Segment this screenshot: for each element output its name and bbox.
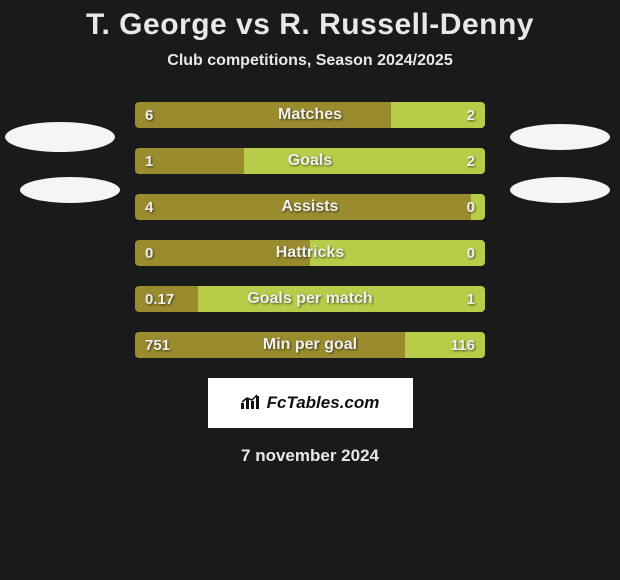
stat-bar-left (135, 194, 471, 220)
date: 7 november 2024 (0, 446, 620, 466)
source-text: FcTables.com (267, 393, 380, 413)
stat-row: Goals per match0.171 (135, 286, 485, 312)
subtitle: Club competitions, Season 2024/2025 (0, 52, 620, 70)
player-right-badge-top (510, 124, 610, 150)
stat-row: Assists40 (135, 194, 485, 220)
stat-bar-right (310, 240, 485, 266)
chart-icon (241, 393, 261, 414)
stat-bar-left (135, 240, 310, 266)
stat-row: Min per goal751116 (135, 332, 485, 358)
stat-rows: Matches62 Goals12 Assists40 Hattricks00 Goal… (135, 102, 485, 358)
stat-row: Hattricks00 (135, 240, 485, 266)
stat-bar-right (405, 332, 486, 358)
stat-bar-right (198, 286, 485, 312)
stat-row: Matches62 (135, 102, 485, 128)
stat-bar-right (391, 102, 486, 128)
stat-bar-left (135, 102, 391, 128)
player-right-badge-bottom (510, 177, 610, 203)
title: T. George vs R. Russell-Denny (0, 8, 620, 42)
source-badge: FcTables.com (208, 378, 413, 428)
comparison-infographic: T. George vs R. Russell-Denny Club compe… (0, 0, 620, 466)
player-left-badge-top (5, 122, 115, 152)
stat-bar-right (244, 148, 486, 174)
player-left-badge-bottom (20, 177, 120, 203)
stat-row: Goals12 (135, 148, 485, 174)
stat-bar-left (135, 286, 198, 312)
stat-bar-left (135, 148, 244, 174)
stat-bar-right (471, 194, 485, 220)
stat-bar-left (135, 332, 405, 358)
